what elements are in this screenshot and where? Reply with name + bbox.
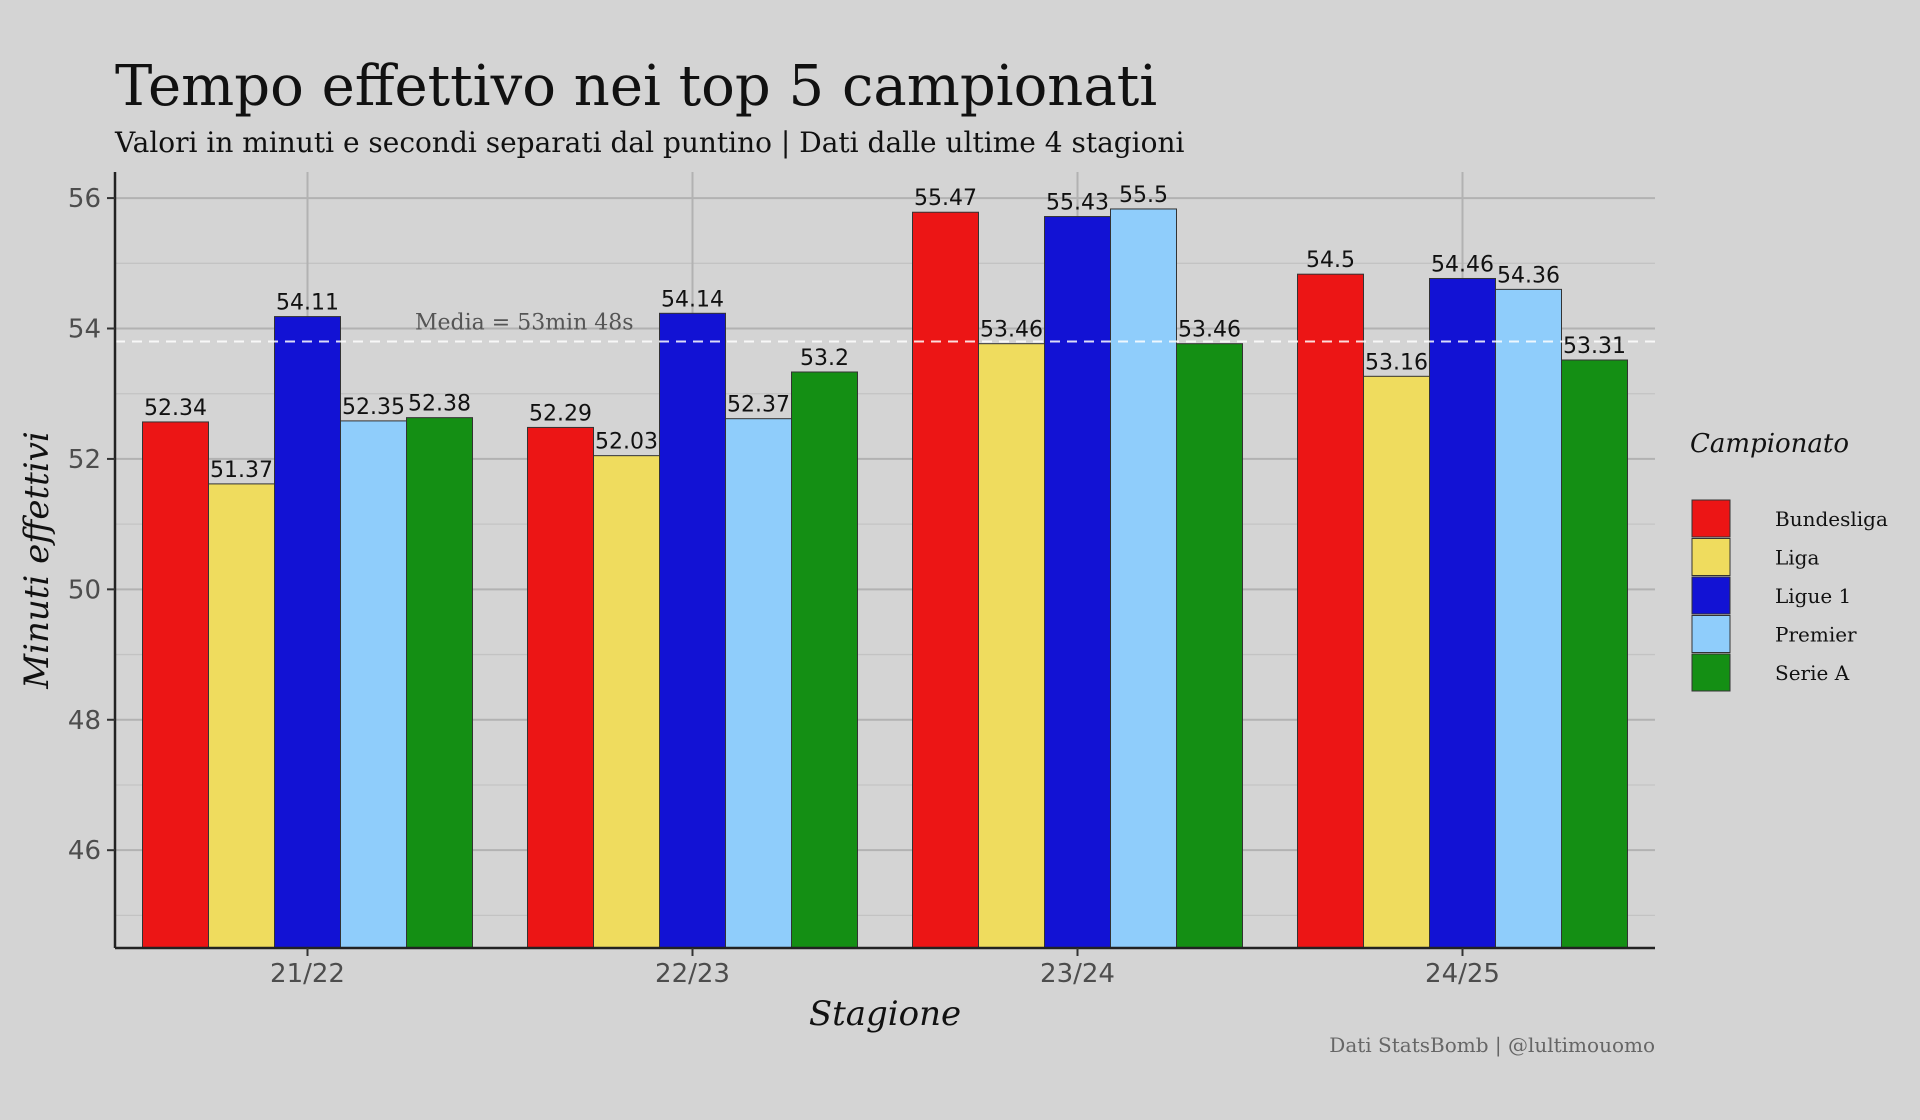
y-tick-label: 52 <box>68 445 101 475</box>
average-label: Media = 53min 48s <box>415 311 634 336</box>
axes: 46 48 50 52 54 56 21/22 22/23 23/24 24/25 <box>68 172 1655 989</box>
legend-title: Campionato <box>1690 429 1849 459</box>
y-tick-label: 48 <box>68 706 101 736</box>
bar <box>978 343 1045 949</box>
data-label: 53.2 <box>800 346 849 371</box>
data-label: 54.36 <box>1497 263 1560 288</box>
y-tick-label: 54 <box>68 315 101 345</box>
bar <box>406 417 473 949</box>
bar <box>1495 288 1562 949</box>
bar <box>142 421 209 949</box>
legend-swatch <box>1691 653 1731 692</box>
legend: Campionato Bundesliga Liga Ligue 1 Premier S… <box>1690 429 1888 692</box>
data-label: 51.37 <box>210 458 273 483</box>
y-tick-label: 56 <box>68 184 101 214</box>
y-axis-title: Minuti effettivi <box>17 431 57 689</box>
bar <box>527 426 594 949</box>
data-label: 52.38 <box>408 392 471 417</box>
chart-subtitle: Valori in minuti e secondi separati dal … <box>114 126 1185 159</box>
bar <box>274 316 341 949</box>
data-label: 52.37 <box>727 393 790 418</box>
bar <box>593 455 660 949</box>
data-label: 53.31 <box>1563 334 1626 359</box>
data-label: 54.14 <box>661 287 724 312</box>
legend-swatch <box>1691 499 1731 538</box>
data-label: 52.35 <box>342 395 405 420</box>
data-label: 52.29 <box>529 401 592 426</box>
x-tick-label: 24/25 <box>1425 959 1500 989</box>
legend-label: Ligue 1 <box>1775 584 1851 608</box>
legend-swatch <box>1691 576 1731 615</box>
legend-label: Bundesliga <box>1775 507 1888 531</box>
bar <box>1176 343 1243 949</box>
average-line: Media = 53min 48s <box>115 311 1655 343</box>
data-label: 53.46 <box>1178 318 1241 343</box>
x-tick-label: 21/22 <box>270 959 345 989</box>
legend-label: Serie A <box>1775 661 1850 685</box>
y-tick-label: 50 <box>68 575 101 605</box>
legend-swatch <box>1691 538 1731 576</box>
data-label: 55.47 <box>914 186 977 211</box>
legend-label: Premier <box>1775 623 1857 647</box>
bar <box>340 420 407 949</box>
chart-title: Tempo effettivo nei top 5 campionati <box>115 54 1157 119</box>
data-label: 54.5 <box>1306 248 1355 273</box>
data-label: 52.34 <box>144 396 207 421</box>
y-tick-label: 46 <box>68 836 101 866</box>
bar <box>1363 375 1430 949</box>
data-label: 53.16 <box>1365 350 1428 375</box>
data-label: 52.03 <box>595 430 658 455</box>
bar <box>725 418 792 949</box>
bar <box>1044 216 1111 949</box>
data-label: 53.46 <box>980 318 1043 343</box>
bar <box>208 483 275 949</box>
legend-label: Liga <box>1775 546 1819 570</box>
data-label: 54.46 <box>1431 252 1494 277</box>
x-axis-title: Stagione <box>809 994 961 1034</box>
bar <box>1429 277 1496 949</box>
legend-swatch <box>1691 615 1731 653</box>
data-label: 55.5 <box>1119 183 1168 208</box>
data-label: 55.43 <box>1046 191 1109 216</box>
bar <box>1561 359 1628 949</box>
bars <box>142 208 1628 949</box>
data-label: 54.11 <box>276 291 339 316</box>
bar <box>659 312 726 949</box>
bar <box>1297 273 1364 949</box>
x-tick-label: 22/23 <box>655 959 730 989</box>
caption: Dati StatsBomb | @lultimouomo <box>1329 1033 1655 1058</box>
x-tick-label: 23/24 <box>1040 959 1115 989</box>
bar <box>912 211 979 949</box>
bar <box>1110 208 1177 949</box>
bar <box>791 371 858 949</box>
